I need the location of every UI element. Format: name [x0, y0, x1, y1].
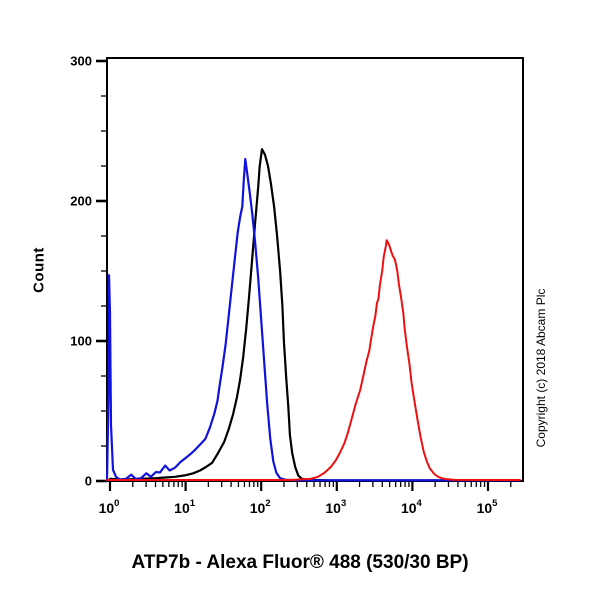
x-tick-label: 102 — [250, 498, 271, 516]
copyright-text: Copyright (c) 2018 Abcam Plc — [534, 288, 548, 448]
blue-curve — [106, 157, 521, 482]
x-tick-label: 104 — [401, 498, 423, 516]
y-tick-label: 200 — [70, 194, 92, 209]
x-tick-label: 105 — [477, 498, 499, 516]
x-tick-label: 101 — [174, 498, 196, 516]
y-axis-title: Count — [30, 247, 48, 293]
plot-frame — [106, 57, 524, 482]
black-curve — [108, 148, 521, 482]
x-tick-label: 103 — [325, 498, 346, 516]
y-tick-label: 0 — [85, 474, 92, 489]
red-curve — [106, 239, 521, 481]
y-tick-label: 100 — [70, 334, 92, 349]
curves-group — [106, 148, 521, 482]
x-tick-label: 100 — [99, 498, 120, 516]
y-tick-label: 300 — [70, 54, 92, 69]
figure-title: ATP7b - Alexa Fluor® 488 (530/30 BP) — [131, 552, 469, 573]
